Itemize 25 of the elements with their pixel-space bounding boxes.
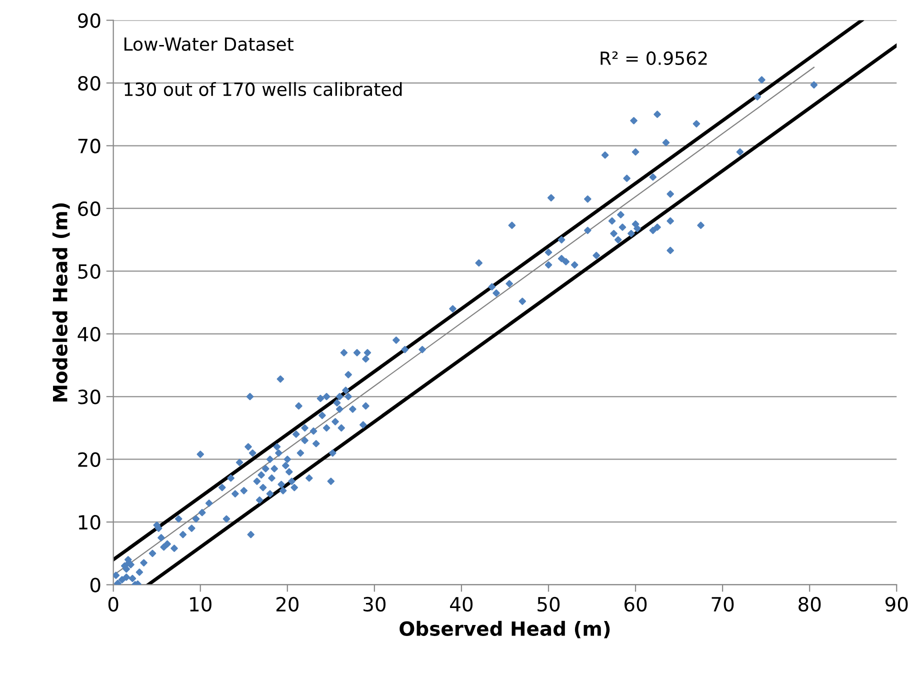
x-tick-label: 70 bbox=[712, 596, 734, 612]
y-tick-label: 0 bbox=[90, 578, 100, 592]
annotation: R² = 0.9562 bbox=[600, 51, 707, 66]
x-tick-label: 0 bbox=[108, 596, 118, 612]
y-tick-label: 60 bbox=[78, 201, 100, 216]
y-tick-label: 90 bbox=[78, 13, 100, 28]
y-tick-label: 80 bbox=[78, 76, 100, 91]
annotation: Low-Water Dataset bbox=[124, 38, 294, 51]
x-tick-label: 60 bbox=[624, 596, 647, 612]
x-tick-label: 20 bbox=[276, 596, 298, 612]
y-tick-label: 70 bbox=[78, 138, 100, 154]
x-tick-label: 50 bbox=[538, 596, 560, 612]
y-tick-label: 50 bbox=[78, 264, 100, 279]
y-tick-label: 30 bbox=[78, 390, 100, 404]
x-tick-label: 30 bbox=[364, 596, 386, 612]
y-tick-label: 40 bbox=[78, 326, 100, 342]
x-tick-label: 40 bbox=[450, 596, 473, 612]
x-tick-label: 90 bbox=[885, 596, 908, 612]
y-axis-title: Modeled Head (m) bbox=[52, 203, 70, 402]
x-axis-title: Observed Head (m) bbox=[400, 620, 610, 638]
y-tick-label: 10 bbox=[78, 514, 100, 530]
annotation: 130 out of 170 wells calibrated bbox=[124, 82, 402, 96]
y-tick-label: 20 bbox=[78, 452, 100, 467]
x-tick-label: 10 bbox=[190, 596, 212, 612]
x-tick-label: 80 bbox=[798, 596, 821, 612]
